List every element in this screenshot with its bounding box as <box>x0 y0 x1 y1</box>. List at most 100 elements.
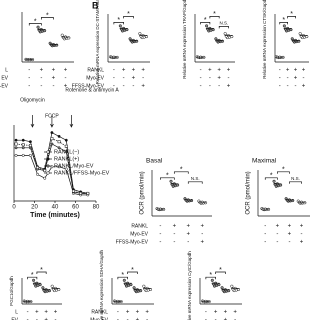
significance-bracket <box>117 276 128 280</box>
sign: - <box>187 240 189 246</box>
significance-bracket <box>200 22 211 25</box>
data-point <box>217 283 221 287</box>
significance-star: * <box>127 11 130 18</box>
row-label: Myo-EV <box>90 317 108 320</box>
sign: - <box>227 76 229 82</box>
data-point <box>28 153 32 157</box>
significance-star: * <box>204 17 207 24</box>
sign: + <box>217 76 221 82</box>
row-label: EV <box>11 317 18 320</box>
panel-label: B <box>92 0 99 10</box>
sign: - <box>279 68 281 74</box>
significance-star: * <box>131 267 134 274</box>
significance-bracket <box>279 22 289 25</box>
sign: - <box>201 232 203 238</box>
significance-star: * <box>31 272 34 279</box>
sign: - <box>28 76 30 82</box>
data-point <box>36 25 40 29</box>
sign: - <box>52 84 54 90</box>
sign: - <box>40 76 42 82</box>
data-point <box>28 144 32 147</box>
data-point <box>41 286 45 290</box>
data-point <box>43 169 47 173</box>
injection-label: Oligomycin <box>20 97 45 103</box>
y-axis-label: Relative mRNA expression DC-STAMP/Gapdh <box>95 0 100 84</box>
data-point <box>50 284 54 288</box>
sign: + <box>276 224 280 230</box>
data-point <box>21 143 25 147</box>
legend-label: RANKL(−) <box>54 149 79 155</box>
significance-bracket <box>276 171 290 174</box>
data-point <box>50 131 54 135</box>
data-point <box>86 191 90 195</box>
data-point <box>64 167 68 171</box>
sign: + <box>214 310 218 316</box>
sign: - <box>113 84 115 90</box>
data-point <box>132 286 136 290</box>
sign: - <box>28 84 30 90</box>
y-axis-label: OCR (pmol/min) <box>246 171 252 214</box>
sign: - <box>159 224 161 230</box>
significance-star: * <box>270 173 273 180</box>
legend-label: RANKL/FFSS-Myo-EV <box>54 170 110 176</box>
significance-bracket <box>27 276 38 280</box>
panel-title: Basal <box>146 158 163 165</box>
significance-bracket <box>40 17 54 20</box>
data-point <box>142 284 146 288</box>
sign: + <box>35 310 39 316</box>
row-label: Myo-EV <box>130 231 148 237</box>
data-point <box>303 201 307 205</box>
sign: - <box>123 76 125 82</box>
significance-bracket <box>173 171 189 174</box>
data-point <box>14 142 18 146</box>
significance-star: * <box>209 272 212 279</box>
sign: - <box>234 318 236 320</box>
injection-label: Rotenone & antimycin A <box>65 87 119 93</box>
sign: - <box>218 84 220 90</box>
sign: + <box>126 310 130 316</box>
x-axis-label: Time (minutes) <box>30 212 80 219</box>
sign: - <box>146 318 148 320</box>
sign: + <box>200 224 204 230</box>
data-point <box>282 24 286 28</box>
data-point <box>203 201 208 205</box>
y-axis-label: Relative mRNA expression SDHA/Gapdh <box>99 249 104 320</box>
significance-star: * <box>46 12 49 19</box>
sign: - <box>205 318 207 320</box>
significance-bracket <box>187 181 203 184</box>
legend-marker <box>46 157 50 161</box>
sign: - <box>117 318 119 320</box>
x-tick-label: 80 <box>93 205 100 211</box>
significance-bracket <box>218 26 229 29</box>
data-point <box>14 153 18 157</box>
significance-star: * <box>213 11 216 18</box>
sign: + <box>52 68 56 74</box>
data-point <box>57 134 61 138</box>
sign: - <box>113 68 115 74</box>
sign: - <box>264 232 266 238</box>
sign: + <box>233 310 237 316</box>
sign: - <box>276 232 278 238</box>
sign: + <box>122 68 126 74</box>
data-point <box>79 191 83 195</box>
data-point <box>50 137 54 141</box>
sign: - <box>276 240 278 246</box>
sign: + <box>136 318 140 320</box>
sign: + <box>300 240 304 246</box>
data-point <box>36 172 40 176</box>
sign: - <box>287 84 289 90</box>
sign: + <box>294 76 298 82</box>
sign: - <box>301 232 303 238</box>
data-point <box>72 189 75 193</box>
sign: + <box>40 68 44 74</box>
row-label: RANKL <box>91 309 108 315</box>
data-point <box>298 32 302 36</box>
legend-marker <box>46 164 50 168</box>
data-point <box>57 146 61 150</box>
injection-label: FCCP <box>45 113 59 119</box>
significance-bracket <box>264 177 278 180</box>
data-point <box>64 144 68 148</box>
sign: + <box>187 232 191 238</box>
sign: - <box>159 240 161 246</box>
sign: + <box>224 310 228 316</box>
